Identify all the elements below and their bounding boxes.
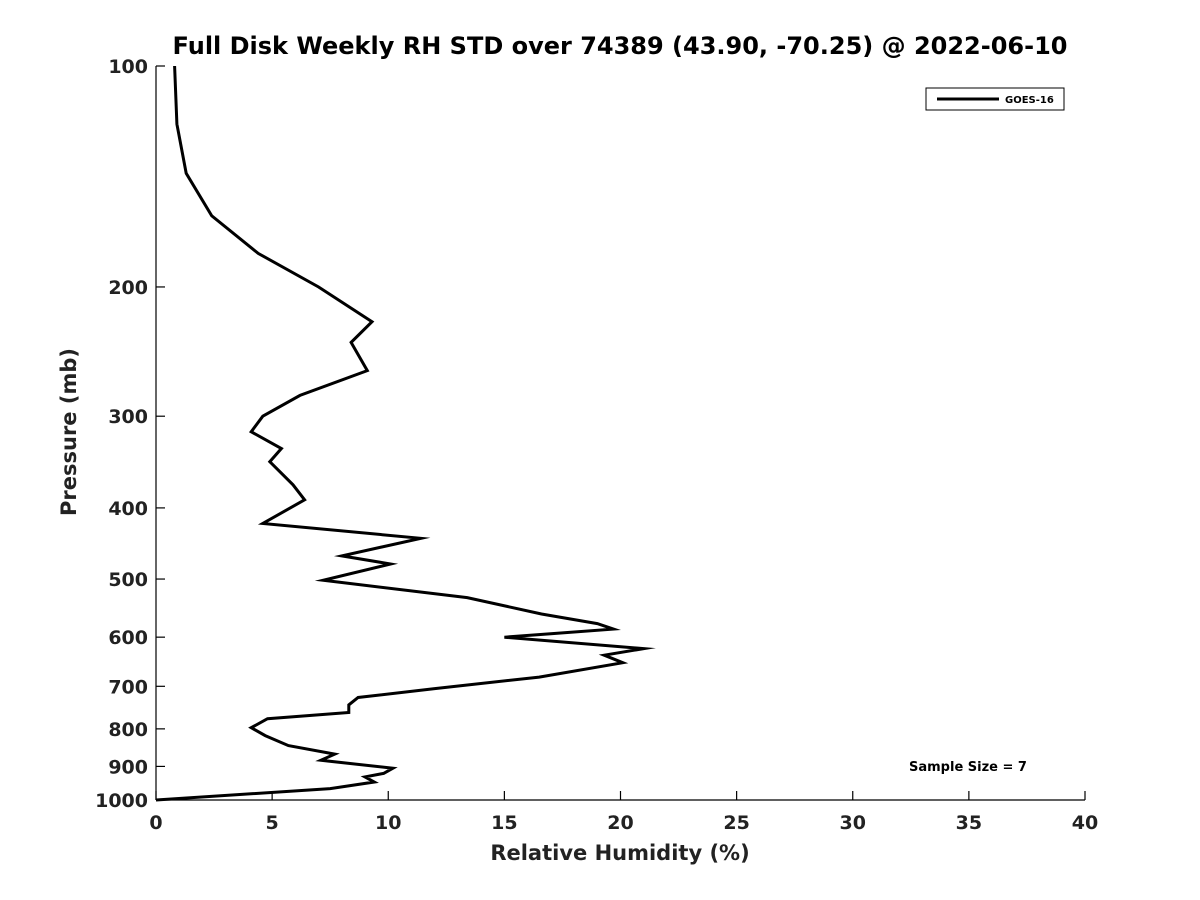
y-tick-label: 900 (108, 756, 148, 778)
x-tick-label: 30 (840, 812, 866, 834)
x-tick-label: 5 (266, 812, 279, 834)
x-tick-label: 10 (375, 812, 401, 834)
chart-title: Full Disk Weekly RH STD over 74389 (43.9… (173, 32, 1068, 60)
x-tick-label: 35 (956, 812, 982, 834)
series-layer (155, 65, 656, 802)
y-axis-label: Pressure (mb) (57, 348, 81, 516)
x-tick-label: 25 (723, 812, 749, 834)
legend-entry-goes-16: GOES-16 (1005, 95, 1054, 106)
x-tick-label: 0 (149, 812, 162, 834)
y-tick-label: 100 (108, 56, 148, 78)
y-tick-label: 200 (108, 277, 148, 299)
y-tick-label: 400 (108, 498, 148, 520)
y-tick-label: 700 (108, 676, 148, 698)
legend: GOES-16 (925, 87, 1065, 111)
y-tick-label: 600 (108, 627, 148, 649)
x-tick-label: 40 (1072, 812, 1098, 834)
y-axis-ticks: 100 200 300 400 500 600 700 800 900 1000 (95, 56, 165, 812)
x-tick-label: 15 (491, 812, 517, 834)
sample-size-annotation: Sample Size = 7 (909, 760, 1027, 775)
x-axis-ticks: 0 5 10 15 20 25 30 35 40 (149, 791, 1098, 834)
x-axis-label: Relative Humidity (%) (490, 841, 749, 865)
y-tick-label: 1000 (95, 790, 148, 812)
y-tick-label: 800 (108, 719, 148, 741)
y-tick-label: 300 (108, 406, 148, 428)
y-tick-label: 500 (108, 569, 148, 591)
x-tick-label: 20 (607, 812, 633, 834)
series-line-goes-16 (155, 65, 656, 802)
